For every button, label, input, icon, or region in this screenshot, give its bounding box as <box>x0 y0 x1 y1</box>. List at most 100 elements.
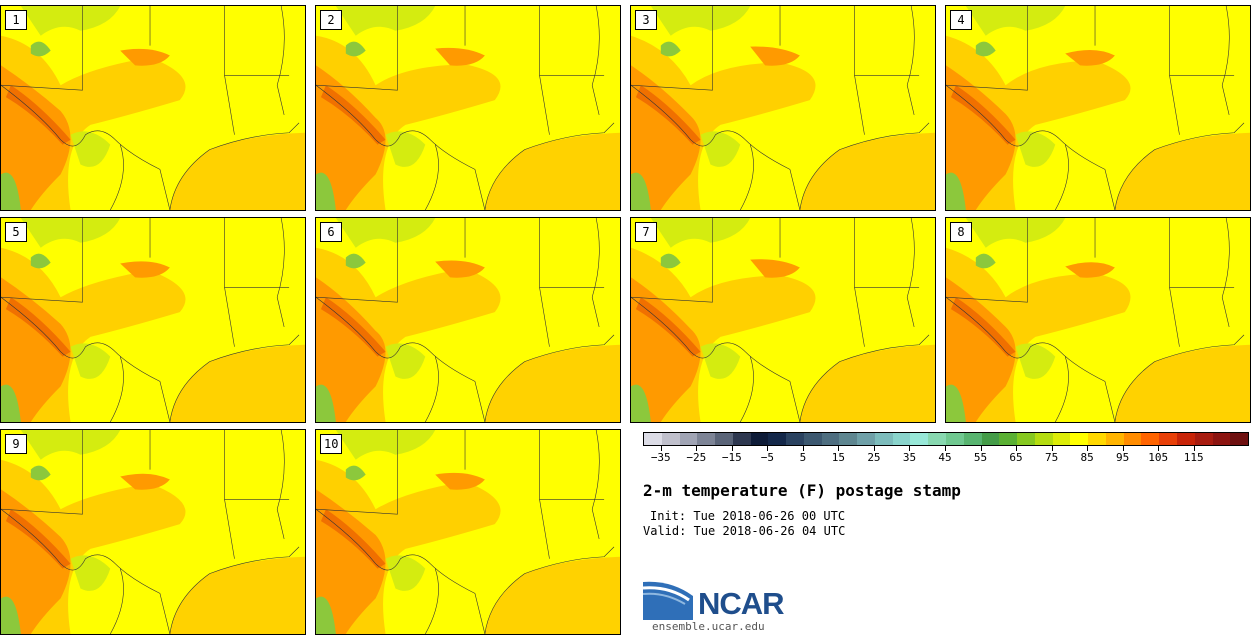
temperature-map <box>631 6 935 210</box>
valid-time: Valid: Tue 2018-06-26 04 UTC <box>643 524 846 538</box>
colorbar-swatch <box>892 433 911 445</box>
colorbar-swatch <box>1141 433 1160 445</box>
colorbar-tick-mark <box>945 446 946 451</box>
member-number-label: 4 <box>950 10 972 30</box>
colorbar-swatch <box>697 433 716 445</box>
colorbar-tick-label: 5 <box>799 451 807 464</box>
colorbar-swatch <box>928 433 947 445</box>
colorbar-tick-label: −15 <box>721 451 742 464</box>
temperature-map <box>1 218 305 422</box>
colorbar-tick-mark <box>660 446 662 451</box>
colorbar-tick-label: 85 <box>1080 451 1094 464</box>
colorbar-tick-label: −25 <box>686 451 707 464</box>
colorbar-swatch <box>981 433 1000 445</box>
colorbar-swatch <box>1052 433 1071 445</box>
init-time: Init: Tue 2018-06-26 00 UTC <box>650 509 846 523</box>
colorbar-tick-mark <box>696 446 698 451</box>
colorbar-tick-mark <box>873 446 875 451</box>
colorbar-tick-label: 25 <box>867 451 881 464</box>
plot-title: 2-m temperature (F) postage stamp <box>643 481 961 500</box>
colorbar-tick-label: 15 <box>831 451 846 464</box>
colorbar-swatch <box>1034 433 1053 445</box>
colorbar-tick-mark <box>1016 446 1018 451</box>
temperature-map <box>1 6 305 210</box>
colorbar-tick-label: −5 <box>760 451 774 464</box>
temperature-map <box>316 430 620 634</box>
ensemble-member-panel: 9 <box>0 429 306 635</box>
member-number-label: 8 <box>950 222 972 242</box>
colorbar-tick-mark <box>980 446 982 451</box>
colorbar-swatch <box>1212 433 1231 445</box>
member-number-label: 6 <box>320 222 342 242</box>
colorbar-swatch <box>644 433 662 445</box>
colorbar-swatch <box>661 433 680 445</box>
website-url: ensemble.ucar.edu <box>652 620 765 633</box>
colorbar-swatch <box>803 433 822 445</box>
colorbar-tick-label: 65 <box>1009 451 1023 464</box>
ensemble-member-panel: 8 <box>945 217 1251 423</box>
colorbar-tick-mark <box>838 446 840 451</box>
member-number-label: 1 <box>5 10 27 30</box>
colorbar-tick-label: 45 <box>938 451 952 464</box>
colorbar-swatch <box>732 433 751 445</box>
colorbar-tick-mark <box>1051 446 1053 451</box>
colorbar-swatch <box>750 433 769 445</box>
colorbar-swatch <box>1070 433 1089 445</box>
ensemble-member-panel: 6 <box>315 217 621 423</box>
temperature-map <box>946 218 1250 422</box>
colorbar-tick-mark <box>802 446 804 451</box>
colorbar-ticks: −35 −25 −15 −5 5 15 25 35 45 55 65 75 85 95 105 115 <box>643 446 1247 468</box>
ensemble-member-panel: 4 <box>945 5 1251 211</box>
colorbar-swatch <box>910 433 929 445</box>
ensemble-member-panel: 7 <box>630 217 936 423</box>
colorbar-tick-label: 75 <box>1044 451 1059 464</box>
member-number-label: 5 <box>5 222 27 242</box>
ncar-logo-text: NCAR <box>698 586 785 621</box>
temperature-map <box>316 218 620 422</box>
colorbar-swatch <box>821 433 840 445</box>
colorbar-swatch <box>946 433 964 445</box>
colorbar-swatch <box>786 433 804 445</box>
member-number-label: 9 <box>5 434 27 454</box>
colorbar-swatch <box>839 433 858 445</box>
temperature-map <box>1 430 305 634</box>
colorbar-swatch <box>1230 433 1249 445</box>
ensemble-member-panel: 2 <box>315 5 621 211</box>
colorbar-tick-label: 35 <box>902 451 917 464</box>
colorbar-tick-label: −35 <box>650 451 671 464</box>
member-number-label: 7 <box>635 222 657 242</box>
temperature-map <box>631 218 935 422</box>
colorbar-swatch <box>874 433 893 445</box>
colorbar-swatch <box>1176 433 1195 445</box>
colorbar-swatch <box>1123 433 1142 445</box>
colorbar-swatch <box>963 433 982 445</box>
colorbar-tick-mark <box>1087 446 1089 451</box>
ensemble-member-panel: 10 <box>315 429 621 635</box>
colorbar-swatch <box>715 433 733 445</box>
colorbar-swatch <box>1017 433 1035 445</box>
colorbar-tick-label: 115 <box>1183 451 1204 464</box>
ensemble-member-panel: 1 <box>0 5 306 211</box>
colorbar-swatch <box>768 433 787 445</box>
colorbar-swatch <box>1194 433 1213 445</box>
member-number-label: 10 <box>320 434 343 454</box>
ncar-logo-icon <box>643 581 693 620</box>
ensemble-member-panel: 5 <box>0 217 306 423</box>
member-number-label: 3 <box>635 10 657 30</box>
colorbar-swatch <box>679 433 698 445</box>
colorbar-swatch <box>1159 433 1177 445</box>
colorbar-tick-mark <box>767 446 769 451</box>
colorbar-swatch <box>999 433 1018 445</box>
colorbar-swatch <box>857 433 875 445</box>
colorbar-swatch <box>1105 433 1124 445</box>
temperature-colorbar <box>643 432 1249 446</box>
colorbar-swatch <box>1088 433 1106 445</box>
colorbar-tick-mark <box>1193 446 1195 451</box>
colorbar-tick-label: 105 <box>1148 451 1169 464</box>
colorbar-tick-label: 55 <box>973 451 988 464</box>
colorbar-tick-mark <box>1158 446 1160 451</box>
colorbar-tick-mark <box>731 446 733 451</box>
colorbar-tick-label: 95 <box>1116 451 1130 464</box>
member-number-label: 2 <box>320 10 342 30</box>
temperature-map <box>316 6 620 210</box>
